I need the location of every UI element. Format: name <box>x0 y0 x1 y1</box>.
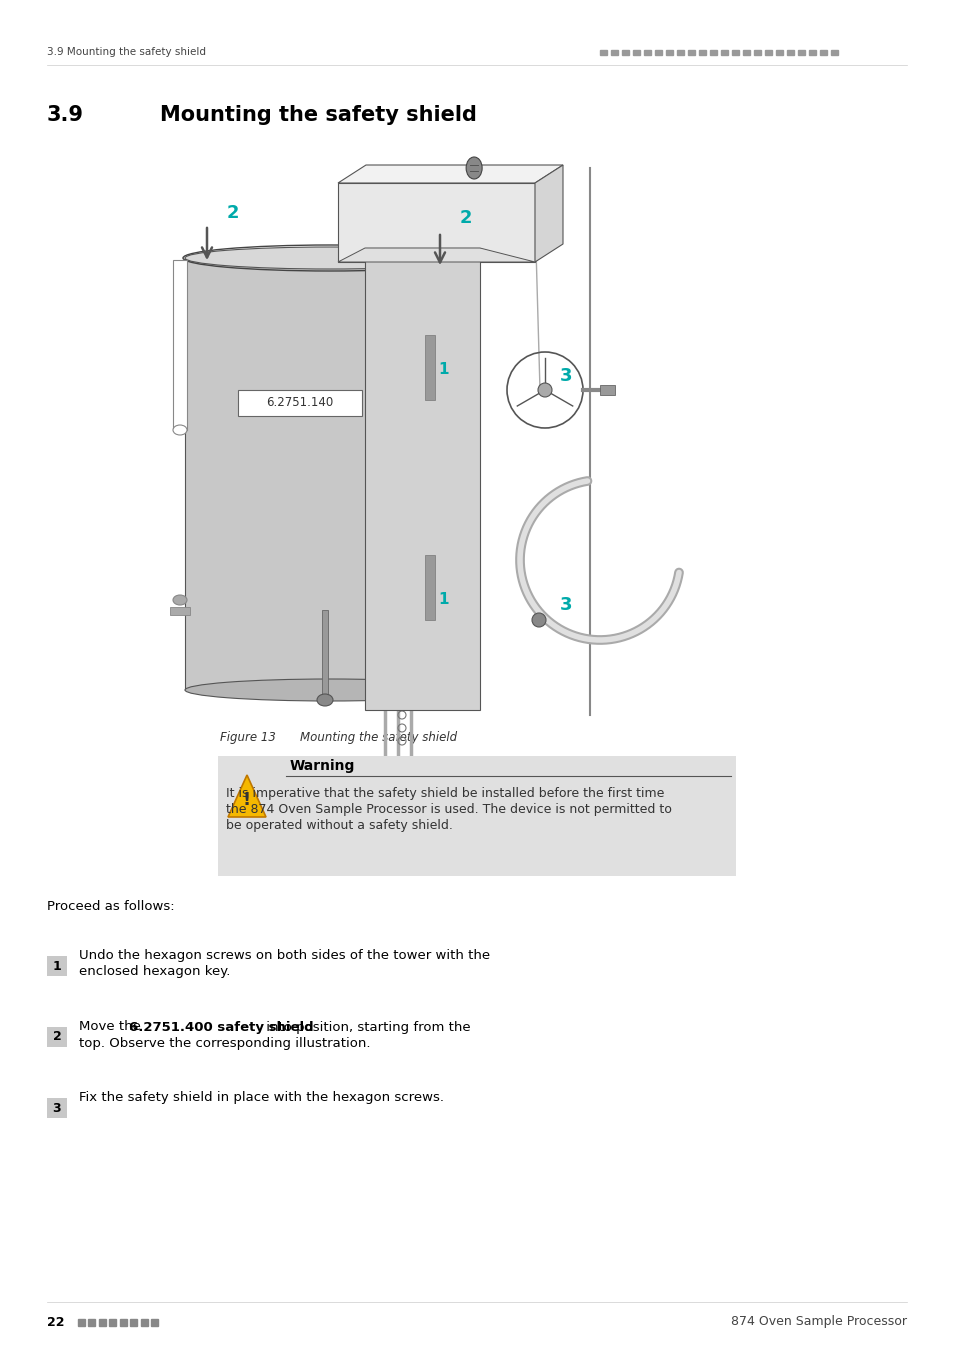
Text: Proceed as follows:: Proceed as follows: <box>47 900 174 914</box>
Circle shape <box>537 383 552 397</box>
Polygon shape <box>228 775 266 817</box>
Text: 2: 2 <box>227 204 239 221</box>
Polygon shape <box>185 258 475 690</box>
Bar <box>720 50 727 55</box>
Bar <box>99 1319 106 1326</box>
Text: be operated without a safety shield.: be operated without a safety shield. <box>226 819 453 833</box>
Polygon shape <box>322 790 328 801</box>
Bar <box>152 1319 158 1326</box>
Bar <box>655 50 661 55</box>
Bar <box>599 385 615 396</box>
Bar <box>621 50 628 55</box>
Polygon shape <box>424 335 435 400</box>
Text: 3.9: 3.9 <box>47 105 84 126</box>
Ellipse shape <box>316 694 333 706</box>
Text: 2: 2 <box>459 209 472 227</box>
Ellipse shape <box>172 425 187 435</box>
Bar <box>709 50 717 55</box>
Bar <box>610 50 618 55</box>
Text: top. Observe the corresponding illustration.: top. Observe the corresponding illustrat… <box>79 1037 370 1049</box>
Bar <box>218 756 735 876</box>
Bar <box>753 50 760 55</box>
Text: Mounting the safety shield: Mounting the safety shield <box>160 105 476 126</box>
Bar <box>47 1027 67 1048</box>
Bar <box>47 1098 67 1118</box>
Text: 22: 22 <box>47 1315 65 1328</box>
Text: 3: 3 <box>52 1102 61 1115</box>
Text: !: ! <box>243 791 251 809</box>
Text: 1: 1 <box>52 960 61 972</box>
Bar <box>742 50 749 55</box>
Text: Move the: Move the <box>79 1021 145 1034</box>
Bar <box>786 50 793 55</box>
Bar <box>797 50 804 55</box>
Bar <box>731 50 739 55</box>
Polygon shape <box>365 248 479 710</box>
Text: 3: 3 <box>559 595 572 614</box>
Text: 874 Oven Sample Processor: 874 Oven Sample Processor <box>730 1315 906 1328</box>
Bar <box>89 1319 95 1326</box>
Text: Undo the hexagon screws on both sides of the tower with the: Undo the hexagon screws on both sides of… <box>79 949 490 963</box>
Polygon shape <box>337 165 562 184</box>
Polygon shape <box>337 248 535 262</box>
Text: enclosed hexagon key.: enclosed hexagon key. <box>79 965 230 979</box>
Polygon shape <box>337 184 535 262</box>
Text: 6.2751.140: 6.2751.140 <box>266 397 334 409</box>
Bar <box>110 1319 116 1326</box>
Ellipse shape <box>172 595 187 605</box>
Bar <box>170 608 190 616</box>
Bar <box>633 50 639 55</box>
Bar <box>172 261 187 431</box>
Polygon shape <box>424 555 435 620</box>
Bar <box>808 50 815 55</box>
Ellipse shape <box>185 679 475 701</box>
Text: 2: 2 <box>52 1030 61 1044</box>
Bar <box>677 50 683 55</box>
Text: 6.2751.400 safety shield: 6.2751.400 safety shield <box>129 1021 314 1034</box>
Bar <box>78 1319 85 1326</box>
Text: 1: 1 <box>437 363 448 378</box>
Text: Figure 13: Figure 13 <box>220 732 275 744</box>
Bar <box>830 50 837 55</box>
Bar <box>47 956 67 976</box>
Ellipse shape <box>185 247 475 269</box>
Text: Mounting the safety shield: Mounting the safety shield <box>299 732 456 744</box>
Ellipse shape <box>466 157 481 180</box>
Bar <box>820 50 826 55</box>
Bar <box>643 50 650 55</box>
Bar <box>687 50 695 55</box>
Circle shape <box>532 613 545 626</box>
Bar <box>141 1319 148 1326</box>
Bar <box>599 50 606 55</box>
FancyBboxPatch shape <box>237 390 361 416</box>
Text: the 874 Oven Sample Processor is used. The device is not permitted to: the 874 Oven Sample Processor is used. T… <box>226 803 671 817</box>
Text: 1: 1 <box>437 593 448 608</box>
Bar <box>120 1319 127 1326</box>
Polygon shape <box>535 165 562 262</box>
Text: Fix the safety shield in place with the hexagon screws.: Fix the safety shield in place with the … <box>79 1092 443 1104</box>
Bar <box>699 50 705 55</box>
Text: into position, starting from the: into position, starting from the <box>262 1021 470 1034</box>
Bar <box>131 1319 137 1326</box>
Text: 3: 3 <box>559 367 572 385</box>
Bar <box>665 50 672 55</box>
Text: It is imperative that the safety shield be installed before the first time: It is imperative that the safety shield … <box>226 787 663 801</box>
Bar <box>764 50 771 55</box>
Text: 3.9 Mounting the safety shield: 3.9 Mounting the safety shield <box>47 47 206 57</box>
Bar <box>775 50 782 55</box>
Bar <box>322 610 328 701</box>
Text: Warning: Warning <box>290 759 355 774</box>
